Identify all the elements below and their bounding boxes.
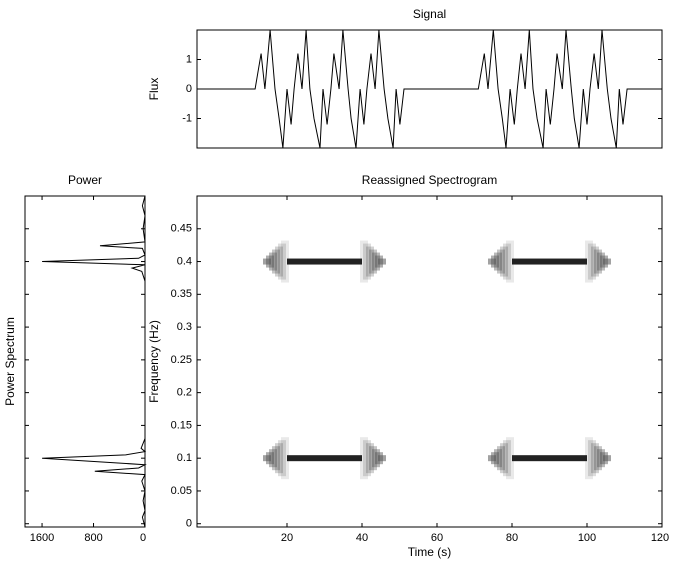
x-tick-label: 20 (281, 532, 293, 544)
ridge-blur (372, 252, 380, 271)
ridge-blur (503, 243, 511, 280)
x-tick-label: 800 (84, 532, 102, 544)
ridge-blur (363, 440, 371, 477)
ridge-blur (272, 249, 280, 274)
y-tick-label: -1 (182, 112, 192, 124)
axes-frame (196, 195, 663, 528)
ridge-blur (366, 443, 374, 474)
ridge-blur (263, 258, 271, 265)
ridge (512, 258, 587, 265)
ridge-blur (372, 449, 380, 468)
ridge-blur (603, 258, 611, 265)
ridge-blur (369, 446, 377, 471)
y-tick-label: 0.45 (171, 223, 192, 235)
plot-area (197, 196, 662, 527)
x-tick-label: 120 (651, 532, 669, 544)
ridge-blur (375, 452, 383, 465)
ridge-blur (594, 446, 602, 471)
ridge-blur (366, 246, 374, 277)
ridge-blur (600, 452, 608, 465)
plot-area (25, 196, 145, 527)
chart-title: Power (68, 173, 102, 187)
y-tick-label: 0 (186, 83, 192, 95)
ridge-blur (275, 443, 283, 474)
ridge (287, 258, 362, 265)
y-tick-label: 0.25 (171, 354, 192, 366)
ridge-blur (278, 243, 286, 280)
ridge-blur (591, 443, 599, 474)
y-tick-label: 0.2 (177, 387, 192, 399)
y-axis-label: Frequency (Hz) (147, 320, 161, 403)
ridge-blur (500, 443, 508, 474)
ridge-blur (369, 249, 377, 274)
ridge-blur (275, 246, 283, 277)
y-tick-label: 0.35 (171, 288, 192, 300)
ridge-blur (491, 452, 499, 465)
ridge-blur (585, 240, 593, 283)
chart-title: Signal (413, 7, 446, 21)
ridge-blur (278, 440, 286, 477)
ridge-blur (281, 437, 289, 480)
ridge-blur (497, 446, 505, 471)
ridge-blur (281, 240, 289, 283)
ridge-blur (603, 455, 611, 462)
ridge-blur (597, 449, 605, 468)
x-tick-label: 0 (140, 532, 146, 544)
ridge-blur (360, 240, 368, 283)
axes-frame (24, 195, 146, 528)
ridge-blur (378, 258, 386, 265)
ridge-blur (375, 255, 383, 268)
ridge-blur (503, 440, 511, 477)
y-tick-label: 0.1 (177, 452, 192, 464)
y-tick-label: 1 (186, 53, 192, 65)
y-axis-label: Power Spectrum (3, 317, 17, 406)
ridge-blur (585, 437, 593, 480)
y-tick-label: 0.3 (177, 321, 192, 333)
ridge-blur (506, 240, 514, 283)
ridge-blur (488, 455, 496, 462)
ridge-blur (588, 243, 596, 280)
ridge (512, 455, 587, 462)
ridge-blur (269, 449, 277, 468)
x-tick-label: 40 (356, 532, 368, 544)
ridge-blur (594, 249, 602, 274)
ridge-blur (266, 255, 274, 268)
ridge-blur (494, 252, 502, 271)
ridge-blur (597, 252, 605, 271)
ridge-blur (363, 243, 371, 280)
x-tick-label: 80 (506, 532, 518, 544)
ridge-blur (360, 437, 368, 480)
x-tick-label: 1600 (30, 532, 54, 544)
ridge-blur (269, 252, 277, 271)
y-tick-label: 0.05 (171, 485, 192, 497)
ridge-blur (591, 246, 599, 277)
chart-title: Reassigned Spectrogram (362, 173, 497, 187)
ridge-blur (378, 455, 386, 462)
ridge-blur (491, 255, 499, 268)
ridge-blur (263, 455, 271, 462)
ridge-blur (500, 246, 508, 277)
ridge (287, 455, 362, 462)
ridge-blur (600, 255, 608, 268)
x-tick-label: 60 (431, 532, 443, 544)
ridge-blur (497, 249, 505, 274)
axes-frame (196, 29, 663, 149)
ridge-blur (488, 258, 496, 265)
ridge-blur (506, 437, 514, 480)
y-tick-label: 0 (186, 518, 192, 530)
y-axis-label: Flux (147, 78, 161, 101)
y-tick-label: 0.4 (177, 255, 192, 267)
x-tick-label: 100 (578, 532, 596, 544)
ridge-blur (588, 440, 596, 477)
ridge-blur (494, 449, 502, 468)
x-axis-label: Time (s) (408, 545, 452, 559)
ridge-blur (272, 446, 280, 471)
ridge-blur (266, 452, 274, 465)
y-tick-label: 0.15 (171, 419, 192, 431)
signal-line (197, 29, 662, 149)
